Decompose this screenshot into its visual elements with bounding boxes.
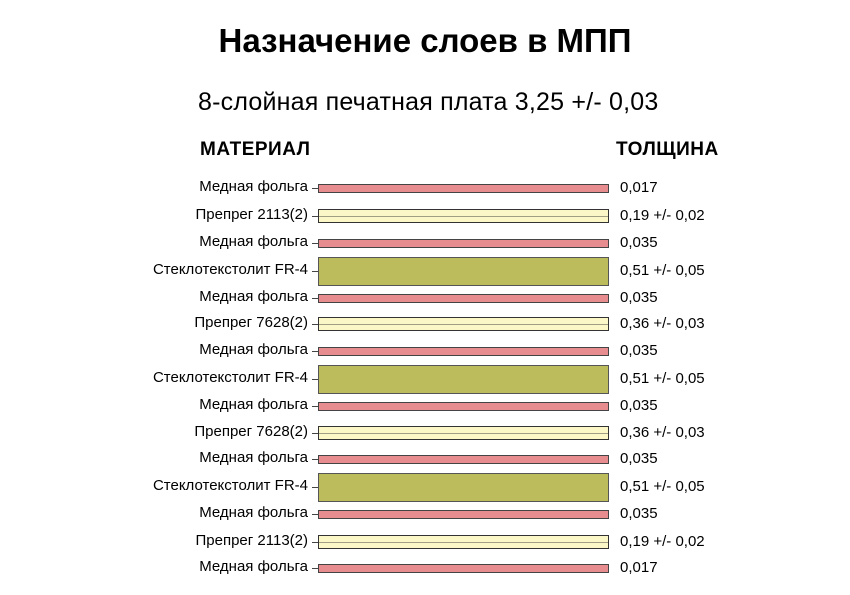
prepreg-layer-bar — [318, 535, 609, 549]
layer-material-label: Стеклотекстолит FR-4 — [152, 261, 308, 278]
leader-tick — [312, 188, 319, 189]
page-title: Назначение слоев в МПП — [218, 22, 632, 59]
layer-material-label: Медная фольга — [199, 288, 308, 305]
layer-thickness-label: 0,51 +/- 0,05 — [620, 478, 705, 495]
layer-material-label: Препрег 2113(2) — [195, 532, 309, 549]
leader-tick — [312, 271, 319, 272]
copper-layer-bar — [318, 563, 609, 573]
leader-tick — [312, 459, 319, 460]
core-layer-bar — [318, 364, 609, 394]
leader-tick — [312, 487, 319, 488]
layer-thickness-label: 0,19 +/- 0,02 — [620, 207, 705, 224]
leader-tick — [312, 433, 319, 434]
leader-tick — [312, 514, 319, 515]
leader-tick — [312, 243, 319, 244]
layer-material-label: Медная фольга — [199, 396, 308, 413]
layer-thickness-label: 0,035 — [620, 505, 658, 522]
material-column-header: МАТЕРИАЛ — [200, 139, 311, 160]
board-subtitle: 8-слойная печатная плата 3,25 +/- 0,03 — [198, 88, 659, 116]
prepreg-layer-bar — [318, 209, 609, 223]
thickness-column-header: ТОЛЩИНА — [616, 139, 719, 160]
layer-thickness-label: 0,035 — [620, 450, 658, 467]
copper-layer-bar — [318, 509, 609, 519]
layer-thickness-label: 0,19 +/- 0,02 — [620, 533, 705, 550]
layer-material-label: Медная фольга — [199, 233, 308, 250]
leader-tick — [312, 568, 319, 569]
layer-thickness-label: 0,017 — [620, 559, 658, 576]
layer-material-label: Стеклотекстолит FR-4 — [152, 369, 308, 386]
prepreg-layer-bar — [318, 426, 609, 440]
layer-material-label: Препрег 7628(2) — [194, 314, 308, 331]
copper-layer-bar — [318, 293, 609, 303]
layer-thickness-label: 0,035 — [620, 234, 658, 251]
layer-material-label: Медная фольга — [199, 449, 308, 466]
leader-tick — [312, 324, 319, 325]
layer-material-label: Стеклотекстолит FR-4 — [152, 477, 308, 494]
prepreg-layer-bar — [318, 317, 609, 331]
layer-thickness-label: 0,51 +/- 0,05 — [620, 370, 705, 387]
copper-layer-bar — [318, 183, 609, 193]
layer-material-label: Медная фольга — [199, 341, 308, 358]
layer-thickness-label: 0,36 +/- 0,03 — [620, 424, 705, 441]
layer-material-label: Препрег 7628(2) — [194, 423, 308, 440]
leader-tick — [312, 216, 319, 217]
layer-thickness-label: 0,017 — [620, 179, 658, 196]
leader-tick — [312, 298, 319, 299]
layer-thickness-label: 0,035 — [620, 397, 658, 414]
copper-layer-bar — [318, 238, 609, 248]
core-layer-bar — [318, 256, 609, 286]
core-layer-bar — [318, 472, 609, 502]
layer-thickness-label: 0,035 — [620, 342, 658, 359]
layer-thickness-label: 0,51 +/- 0,05 — [620, 262, 705, 279]
layer-thickness-label: 0,035 — [620, 289, 658, 306]
layer-thickness-label: 0,36 +/- 0,03 — [620, 315, 705, 332]
leader-tick — [312, 406, 319, 407]
leader-tick — [312, 379, 319, 380]
leader-tick — [312, 542, 319, 543]
copper-layer-bar — [318, 346, 609, 356]
layer-material-label: Препрег 2113(2) — [195, 206, 309, 223]
layer-material-label: Медная фольга — [199, 178, 308, 195]
copper-layer-bar — [318, 454, 609, 464]
layer-material-label: Медная фольга — [199, 558, 308, 575]
copper-layer-bar — [318, 401, 609, 411]
leader-tick — [312, 351, 319, 352]
layer-material-label: Медная фольга — [199, 504, 308, 521]
